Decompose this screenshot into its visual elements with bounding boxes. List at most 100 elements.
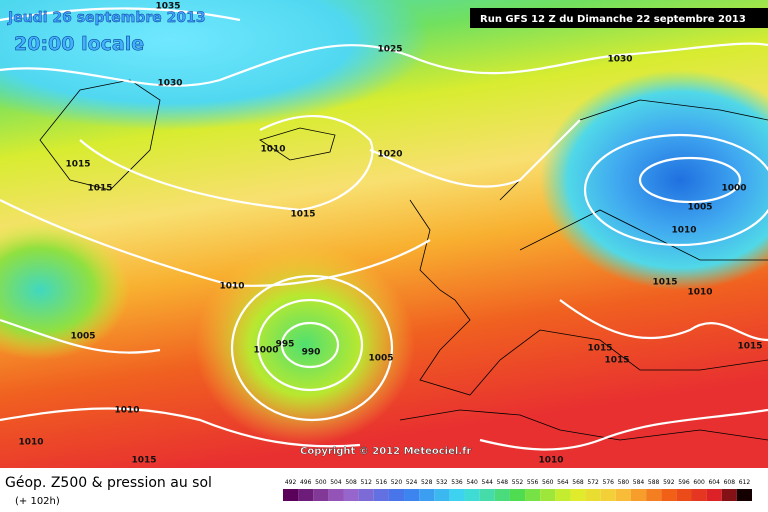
scale-label: 548 xyxy=(497,479,509,486)
scale-label: 580 xyxy=(618,479,630,486)
scale-label: 500 xyxy=(315,479,327,486)
scale-swatch xyxy=(555,489,571,501)
scale-swatch xyxy=(358,489,374,501)
isobar xyxy=(0,199,431,287)
footer-title: Géop. Z500 & pression au sol xyxy=(5,475,212,491)
isobar-label: 1015 xyxy=(87,184,112,194)
scale-swatch xyxy=(676,489,692,501)
isobar-label: 1015 xyxy=(737,342,762,352)
scale-label: 524 xyxy=(406,479,418,486)
scale-label: 572 xyxy=(587,479,599,486)
scale-label: 568 xyxy=(572,479,584,486)
scale-label: 544 xyxy=(482,479,494,486)
isobar-label: 1000 xyxy=(253,346,278,356)
isobar xyxy=(583,133,768,247)
isobar-label: 990 xyxy=(302,348,321,358)
scale-swatch xyxy=(615,489,631,501)
isobar xyxy=(0,42,768,87)
isobar-label: 1015 xyxy=(131,456,156,466)
isobar-label: 1010 xyxy=(219,282,244,292)
scale-swatch xyxy=(661,489,677,501)
scale-swatch xyxy=(525,489,541,501)
scale-label: 588 xyxy=(648,479,660,486)
isobar-label: 1015 xyxy=(65,160,90,170)
isobar-label: 995 xyxy=(276,340,295,350)
scale-swatch xyxy=(298,489,314,501)
scale-label: 496 xyxy=(300,479,312,486)
isobar-label: 1010 xyxy=(260,145,285,155)
scale-label: 504 xyxy=(330,479,342,486)
scale-label: 520 xyxy=(391,479,403,486)
scale-label: 596 xyxy=(678,479,690,486)
scale-label: 576 xyxy=(603,479,615,486)
isobar-label: 1015 xyxy=(290,210,315,220)
scale-label: 612 xyxy=(739,479,751,486)
isobar xyxy=(256,298,364,392)
isobar-label: 1030 xyxy=(157,79,182,89)
europe-coast xyxy=(409,199,768,396)
scale-swatch xyxy=(283,489,299,501)
isobar-label: 1010 xyxy=(671,226,696,236)
isobar-label: 1015 xyxy=(604,356,629,366)
field-low xyxy=(540,70,768,290)
forecast-time: 20:00 locale xyxy=(14,33,144,55)
scale-label: 540 xyxy=(466,479,478,486)
scale-swatch xyxy=(388,489,405,501)
scale-swatch xyxy=(373,489,389,501)
scale-swatch xyxy=(479,489,495,501)
field-west-low xyxy=(0,220,130,360)
copyright: Copyright © 2012 Meteociel.fr xyxy=(300,446,471,457)
scale-swatch xyxy=(509,489,526,501)
scale-label: 560 xyxy=(542,479,554,486)
isobar-label: 1010 xyxy=(538,456,563,466)
forecast-date: Jeudi 26 septembre 2013 xyxy=(7,10,206,26)
isobar-label: 1015 xyxy=(587,344,612,354)
forecast-lead: (+ 102h) xyxy=(15,496,60,507)
scale-label: 516 xyxy=(376,479,388,486)
run-banner xyxy=(470,8,768,28)
isobar-label: 1005 xyxy=(687,203,712,213)
scale-label: 564 xyxy=(557,479,569,486)
isobar-label: 1030 xyxy=(607,55,632,65)
scale-swatch xyxy=(646,489,662,501)
scale-label: 584 xyxy=(633,479,645,486)
scale-label: 592 xyxy=(663,479,675,486)
scale-label: 608 xyxy=(724,479,736,486)
africa-coast xyxy=(399,409,768,441)
isobar-label: 1010 xyxy=(18,438,43,448)
scale-label: 556 xyxy=(527,479,539,486)
scale-label: 532 xyxy=(436,479,448,486)
scale-label: 492 xyxy=(285,479,297,486)
isobar xyxy=(0,407,361,448)
scale-swatch xyxy=(706,489,722,501)
isobar xyxy=(638,156,742,204)
isobar-label: 1025 xyxy=(377,45,402,55)
scale-swatch xyxy=(600,489,616,501)
scale-swatch xyxy=(494,489,510,501)
field-cutoff-low xyxy=(195,245,415,445)
scale-swatch xyxy=(404,489,420,501)
isobar xyxy=(79,115,374,212)
scale-label: 528 xyxy=(421,479,433,486)
isobar-label: 1000 xyxy=(721,184,746,194)
isobar xyxy=(0,7,241,22)
isobar-label: 1015 xyxy=(652,278,677,288)
isobar xyxy=(479,408,768,451)
isobar-label: 1010 xyxy=(114,406,139,416)
scale-swatch xyxy=(434,489,450,501)
isobar-label: 1005 xyxy=(70,332,95,342)
isobar xyxy=(230,274,394,422)
scale-label: 512 xyxy=(360,479,372,486)
scale-swatch xyxy=(721,489,737,501)
isobar-label: 1005 xyxy=(368,354,393,364)
isobar xyxy=(559,299,768,342)
scale-swatch xyxy=(736,489,752,501)
scale-swatch xyxy=(419,489,435,501)
color-scale: 492 496 500 504 508 512 516 520 524 528 532 536 540 5… xyxy=(283,479,752,501)
isobar xyxy=(280,321,340,369)
isobar-labels: 1035 1030 1025 1030 1010 1020 1015 1015 1015 1000… xyxy=(18,2,762,466)
scale-swatch xyxy=(328,489,344,501)
isobar xyxy=(369,119,581,188)
run-info: Run GFS 12 Z du Dimanche 22 septembre 20… xyxy=(480,14,746,25)
